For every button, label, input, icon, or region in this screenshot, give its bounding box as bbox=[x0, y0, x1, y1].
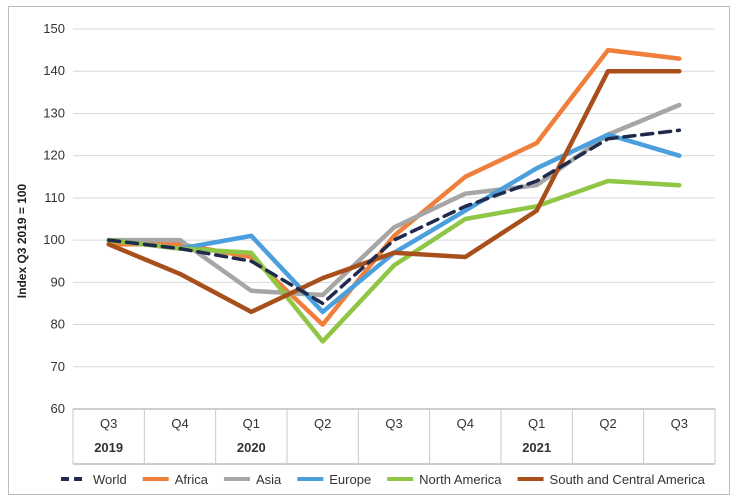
legend: World Africa Asia Europe North America South … bbox=[61, 472, 706, 487]
x-tick-label-8: Q3 bbox=[671, 416, 688, 431]
y-tick-label-60: 60 bbox=[51, 401, 65, 416]
y-axis-ticks: 60 70 80 90 100 110 120 130 140 150 bbox=[43, 21, 65, 416]
series-line-north-america bbox=[106, 178, 682, 344]
legend-label-europe: Europe bbox=[329, 472, 371, 487]
x-year-label-2020: 2020 bbox=[237, 440, 266, 455]
y-tick-label-140: 140 bbox=[43, 63, 65, 78]
x-tick-label-6: Q1 bbox=[528, 416, 545, 431]
y-tick-label-120: 120 bbox=[43, 148, 65, 163]
legend-label-north-america: North America bbox=[419, 472, 502, 487]
x-tick-label-5: Q4 bbox=[457, 416, 474, 431]
legend-label-south-and-central-america: South and Central America bbox=[550, 472, 706, 487]
gridlines bbox=[73, 28, 715, 410]
series-line-europe bbox=[106, 132, 682, 315]
x-tick-label-2: Q1 bbox=[243, 416, 260, 431]
x-tick-label-4: Q3 bbox=[385, 416, 402, 431]
series-line-world bbox=[106, 128, 682, 306]
line-chart: 60 70 80 90 100 110 120 130 140 150 Index Q3 2019… bbox=[15, 21, 716, 487]
series-lines bbox=[106, 47, 682, 344]
y-tick-label-130: 130 bbox=[43, 105, 65, 120]
series-line-south-and-central-america bbox=[106, 68, 682, 315]
legend-label-africa: Africa bbox=[175, 472, 209, 487]
y-tick-label-150: 150 bbox=[43, 21, 65, 36]
legend-label-asia: Asia bbox=[256, 472, 282, 487]
x-tick-label-0: Q3 bbox=[100, 416, 117, 431]
y-tick-label-110: 110 bbox=[44, 190, 65, 205]
legend-label-world: World bbox=[93, 472, 127, 487]
y-tick-label-100: 100 bbox=[43, 232, 65, 247]
x-tick-label-3: Q2 bbox=[314, 416, 331, 431]
x-year-label-2021: 2021 bbox=[522, 440, 551, 455]
x-tick-label-7: Q2 bbox=[599, 416, 616, 431]
y-tick-label-80: 80 bbox=[51, 317, 65, 332]
y-axis-label: Index Q3 2019 = 100 bbox=[15, 183, 29, 298]
y-tick-label-90: 90 bbox=[51, 274, 65, 289]
y-tick-label-70: 70 bbox=[51, 359, 65, 374]
chart-frame: 60 70 80 90 100 110 120 130 140 150 Index Q3 2019… bbox=[8, 6, 730, 495]
x-axis: Q3 Q4 Q1 Q2 Q3 Q4 Q1 Q2 Q3 2019 2020 2021 bbox=[72, 408, 716, 465]
x-tick-label-1: Q4 bbox=[171, 416, 188, 431]
x-year-label-2019: 2019 bbox=[94, 440, 123, 455]
